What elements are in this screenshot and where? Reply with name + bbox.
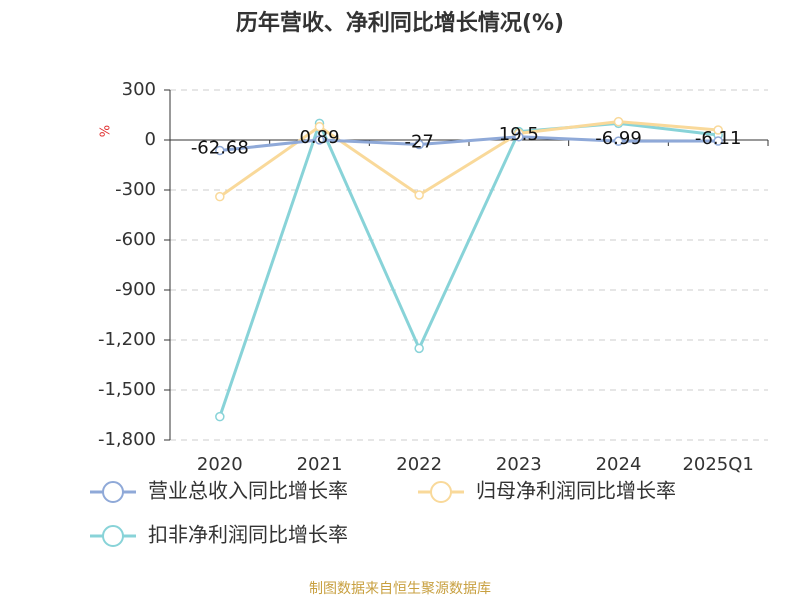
y-tick-label: -1,200 [98,329,156,350]
legend-label: 归母净利润同比增长率 [476,479,676,503]
y-tick-label: 0 [145,129,156,150]
y-unit: % [99,125,114,137]
point [414,343,424,354]
point [613,136,624,146]
point [713,136,723,146]
data-label: -27 [404,132,433,153]
y-tick-label: -900 [115,279,156,300]
y-tick-label: -1,800 [98,429,156,450]
point [613,116,624,127]
point [314,121,325,132]
legend-marker [102,525,124,547]
legend-label: 营业总收入同比增长率 [148,479,348,503]
legend-marker [102,481,124,503]
x-tick-label: 2022 [396,454,442,475]
legend-label: 扣非净利润同比增长率 [148,523,348,547]
y-tick-label: -300 [115,179,156,200]
data-label: 19.5 [499,124,539,145]
point [713,125,723,135]
x-tick-label: 2024 [596,454,642,475]
point [215,411,225,422]
source: 制图数据来自恒生聚源数据库 [309,581,491,597]
data-label: -62.68 [191,137,249,158]
series-line [218,119,719,418]
x-tick-label: 2025Q1 [682,454,753,475]
point [215,145,225,156]
y-tick-label: -600 [115,229,156,250]
data-label: -6.99 [595,128,642,149]
point [215,191,225,202]
point [414,190,424,200]
x-tick-label: 2020 [197,454,243,475]
data-label: 0.89 [299,127,339,148]
x-tick-label: 2023 [496,454,542,475]
y-tick-label: 300 [122,79,156,100]
point [414,139,424,150]
x-tick-label: 2021 [297,454,343,475]
point [514,132,524,142]
series-line [218,120,719,198]
legend-marker [430,481,452,503]
data-label: -6.11 [695,128,742,149]
y-tick-label: -1,500 [98,379,156,400]
series-line [219,135,719,152]
chart-title: 历年营收、净利同比增长情况(%) [236,10,564,36]
point [314,135,325,145]
